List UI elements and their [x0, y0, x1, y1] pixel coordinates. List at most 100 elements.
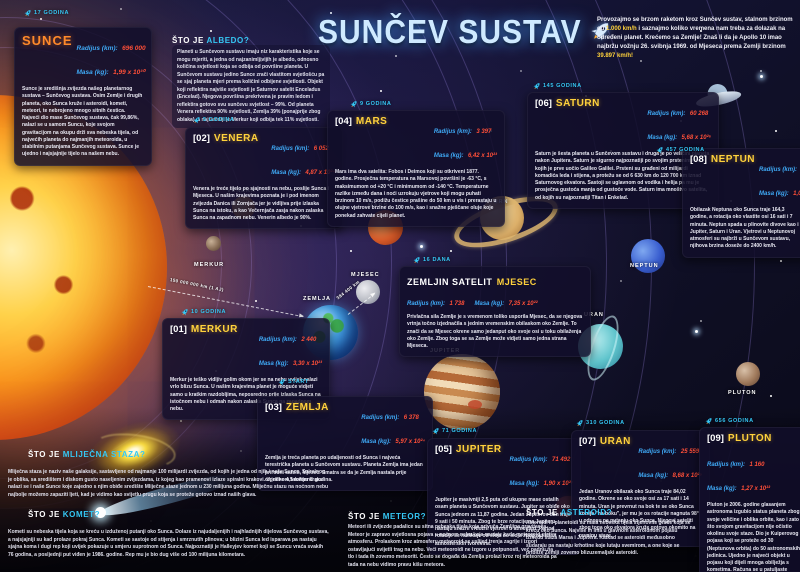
mass-value: 1,27 x 10²² — [741, 486, 771, 492]
intro-highlight-apollo: 39.897 km/h! — [597, 53, 634, 59]
radius-label: Radijus (km): — [271, 146, 310, 152]
planet-name: PLUTON — [727, 433, 772, 444]
mass-label: Masa (kg): — [638, 473, 669, 479]
planet-name: NEPTUN — [710, 154, 756, 165]
info-box-mars: [04] MARS Radijus (km): 3 397 Masa (kg):… — [327, 110, 505, 227]
moon-description: Privlačna sila Zemlje je s vremenom toli… — [407, 314, 583, 349]
travel-badge-label: 71 GODINA — [442, 428, 478, 434]
rocket-icon — [348, 98, 359, 109]
radius-label: Radijus (km): — [407, 301, 446, 307]
travel-badge-label: START — [288, 379, 309, 385]
planet-number: [01] — [170, 324, 187, 335]
travel-badge-mjesec: 16 DANA — [413, 256, 451, 264]
radius-value: 1 738 — [449, 301, 465, 307]
mass-label: Masa (kg): — [759, 191, 789, 197]
mass-label: Masa (kg): — [433, 153, 464, 159]
radius-label: Radijus (km): — [647, 111, 686, 117]
page-title: SUNČEV SUSTAV — [318, 14, 582, 51]
rocket-icon — [191, 114, 202, 125]
mass-label: Masa (kg): — [474, 301, 505, 307]
mass-value: 1,90 x 10²⁷ — [543, 481, 573, 487]
pluton-illustration — [736, 362, 760, 386]
section-albedo: ŠTO JE ALBEDO? Planeti u Sunčevom sustav… — [172, 36, 330, 128]
radius-label: Radijus (km): — [638, 449, 677, 455]
map-label-neptun: NEPTUN — [630, 263, 659, 269]
section-name: MLIJEČNA STAZA? — [62, 450, 146, 459]
section-milky-way: ŠTO JE MLIJEČNA STAZA? — [28, 450, 328, 459]
rocket-icon — [703, 415, 714, 426]
travel-badge-uran: 310 GODINA — [576, 419, 625, 427]
meteor-description: Meteori ili zvijezde padalice su sitna n… — [348, 524, 557, 568]
planet-number: [08] — [690, 154, 707, 165]
travel-badge-label: 16 DANA — [423, 257, 451, 263]
mass-value: 3,30 x 10²³ — [292, 361, 322, 367]
rocket-icon — [22, 7, 33, 18]
asteroid-description: Asteroidi ili planetoidi su mala nebeska… — [526, 520, 691, 556]
comet-description: Kometi su nebeska tijela koja se kreću u… — [8, 529, 329, 558]
section-comet: ŠTO JE KOMET? — [28, 510, 328, 519]
radius-label: Radijus (km): — [433, 129, 472, 135]
mjesec-illustration — [356, 280, 380, 304]
travel-badge-zemlja-start: START — [278, 378, 309, 386]
info-box-sunce: SUNCE Radijus (km): 696 000 Masa (kg): 1… — [14, 27, 152, 166]
travel-badge-label: 5 GODINA — [203, 117, 235, 123]
section-name: KOMET? — [62, 510, 101, 519]
mass-label: Masa (kg): — [258, 361, 289, 367]
mass-label: Masa (kg): — [509, 481, 540, 487]
rocket-icon — [654, 144, 665, 155]
map-label-mjesec: MJESEC — [351, 272, 380, 278]
travel-badge-label: 145 GODINA — [543, 83, 582, 89]
moon-title-name: MJESEC — [496, 277, 537, 287]
mass-label: Masa (kg): — [707, 486, 737, 492]
mass-value: 6,42 x 10²³ — [467, 153, 497, 159]
travel-badge-sunce: 17 GODINA — [24, 9, 69, 17]
planet-number: [03] — [265, 402, 282, 413]
rocket-icon — [276, 376, 287, 387]
travel-badge-jupiter: 71 GODINA — [432, 427, 477, 435]
section-meteor: ŠTO JE METEOR? Meteori ili zvijezde pada… — [348, 512, 560, 569]
mass-label: Masa (kg): — [647, 135, 678, 141]
travel-badge-label: 10 GODINA — [191, 309, 227, 315]
section-name: ALBEDO? — [206, 36, 250, 45]
orbit-pluton — [0, 0, 755, 572]
planet-number: [05] — [435, 444, 452, 455]
planet-description: Saturn je šesta planeta u Sunčevom susta… — [535, 151, 710, 201]
map-label-uran: URAN — [584, 312, 604, 318]
radius-label: Radijus (km): — [509, 457, 548, 463]
page-title-wrap: SUNČEV SUSTAV — [318, 14, 612, 51]
info-box-uran: [07] URAN Radijus (km): 25 559 Masa (kg)… — [571, 430, 710, 547]
info-box-pluton: [09] PLUTON Radijus (km): 1 160 Masa (kg… — [699, 427, 800, 572]
planet-number: [06] — [535, 98, 552, 109]
travel-badge-mars: 9 GODINA — [350, 100, 391, 108]
radius-value: 696 000 — [122, 45, 146, 52]
radius-value: 6 052 — [313, 146, 329, 152]
jupiter-illustration — [424, 354, 500, 430]
planet-name: SATURN — [555, 98, 600, 109]
section-prefix: ŠTO JE — [526, 508, 558, 517]
mass-value: 5,97 x 10²⁴ — [395, 439, 425, 445]
travel-badge-merkur: 10 GODINA — [181, 308, 226, 316]
travel-badge-saturn: 145 GODINA — [533, 82, 582, 90]
section-prefix: ŠTO JE — [28, 510, 60, 519]
merkur-illustration — [206, 236, 221, 251]
info-box-zemlja: [03] ZEMLJA Radijus (km): 6 378 Masa (kg… — [257, 396, 433, 491]
section-prefix: ŠTO JE — [348, 512, 380, 521]
radius-label: Radijus (km): — [759, 167, 798, 173]
mass-label: Masa (kg): — [271, 170, 301, 176]
travel-badge-label: 656 GODINA — [715, 418, 754, 424]
planet-number: [04] — [335, 116, 352, 127]
info-box-neptun: [08] NEPTUN Radijus (km): 24 766 Masa (k… — [682, 148, 800, 258]
radius-value: 71 492 — [552, 457, 571, 463]
section-prefix: ŠTO JE — [172, 36, 204, 45]
radius-label: Radijus (km): — [76, 45, 118, 52]
travel-badge-label: 9 GODINA — [360, 101, 392, 107]
radius-value: 2 440 — [301, 337, 317, 343]
planet-description: Venera je treće tijelo po sjajnosti na n… — [193, 186, 329, 221]
sun-name: SUNCE — [22, 33, 73, 48]
section-asteroid: ŠTO JE ASTEROID? Asteroidi ili planetoid… — [526, 508, 692, 558]
map-label-merkur: MERKUR — [194, 262, 225, 268]
mass-value: 1,99 x 10³⁰ — [113, 69, 146, 76]
mass-value: 4,87 x 10²⁴ — [305, 170, 335, 176]
rocket-icon — [430, 425, 441, 436]
